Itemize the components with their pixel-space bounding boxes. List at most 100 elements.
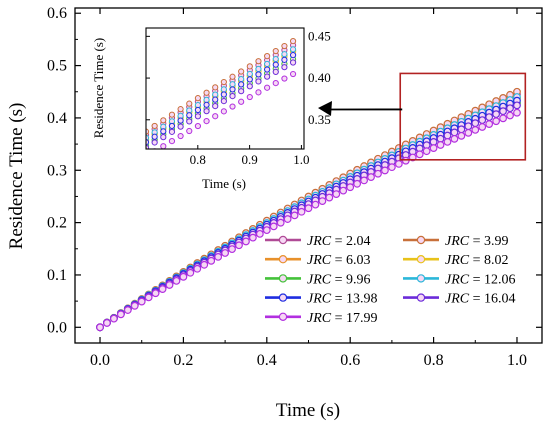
inset-data-point	[160, 117, 167, 124]
inset-axes: 0.8 0.9 1.0 0.35 0.40 0.45	[146, 28, 331, 167]
data-point	[471, 125, 480, 134]
data-point	[450, 134, 459, 143]
inset-data-point	[281, 42, 288, 50]
data-point	[394, 160, 403, 168]
inset-series-3.99	[146, 37, 297, 135]
inset-data-point	[289, 46, 297, 53]
inset-data-point	[272, 61, 279, 68]
x-axis-title: Time (s)	[276, 400, 340, 421]
legend-swatch-marker	[278, 255, 288, 264]
data-point	[172, 276, 181, 285]
data-point	[144, 293, 153, 302]
inset-data-point	[264, 60, 271, 68]
data-point	[103, 319, 111, 327]
main-plot: 0.0 0.2 0.4 0.6 0.8 1.0 0.0 0.1 0.2 0.3 0.4 0.5 0.6	[47, 5, 543, 369]
inset-data-point	[146, 139, 150, 146]
inset-series-16.04	[146, 59, 297, 149]
inset-y-tick-label: 0.45	[308, 28, 331, 43]
data-point	[381, 166, 389, 175]
data-point	[492, 117, 501, 126]
inset-data-point	[203, 89, 210, 96]
data-point	[151, 289, 160, 298]
data-point	[332, 190, 341, 198]
main-axes: 0.0 0.2 0.4 0.6 0.8 1.0 0.0 0.1 0.2 0.3 0.4 0.5 0.6	[47, 5, 542, 369]
inset-data-point	[289, 51, 297, 59]
inset-data-point	[168, 111, 176, 118]
legend-swatch-marker	[416, 235, 426, 245]
zoom-arrow-head	[318, 101, 332, 116]
inset-x-tick-label: 1.0	[293, 152, 309, 167]
legend-swatch-marker	[416, 293, 426, 302]
inset-y-tick-label: 0.40	[308, 70, 331, 85]
legend-label: JRC = 12.06	[445, 272, 516, 287]
data-point	[262, 226, 271, 235]
data-point	[165, 281, 174, 289]
data-point	[436, 134, 445, 143]
data-point	[346, 183, 355, 192]
data-point	[485, 113, 494, 122]
legend-item: JRC = 16.04	[403, 292, 516, 307]
inset-data-point	[229, 103, 236, 110]
inset-data-point	[220, 91, 227, 98]
legend-item: JRC = 12.06	[403, 272, 516, 287]
legend-swatch-marker	[278, 235, 288, 245]
legend-swatch-marker	[278, 274, 288, 283]
data-point	[123, 306, 132, 314]
data-point	[200, 260, 209, 269]
inset-data-point	[151, 122, 158, 130]
legend-label: JRC = 17.99	[307, 311, 378, 326]
legend-item: JRC = 8.02	[403, 253, 509, 268]
data-point	[339, 186, 348, 195]
inset-data-point	[289, 37, 297, 45]
inset-data-point	[255, 78, 262, 85]
inset-data-point	[212, 113, 219, 120]
legend: JRC = 2.04 JRC = 3.99 JRC = 6.03 JRC = 8.02…	[265, 234, 516, 326]
inset-data-point	[212, 103, 219, 110]
x-tick-label: 0.4	[257, 352, 277, 369]
data-point	[457, 125, 466, 134]
inset-data-point	[220, 98, 227, 105]
zoom-region-box	[399, 72, 527, 161]
inset-frame	[145, 27, 305, 150]
data-point	[422, 147, 431, 156]
inset-data-point	[264, 73, 271, 80]
legend-label: JRC = 2.04	[307, 234, 371, 249]
inset-data-point	[255, 71, 262, 78]
data-point	[485, 120, 494, 128]
data-point	[248, 233, 257, 242]
x-tick-label: 1.0	[507, 352, 527, 369]
inset-data-point	[246, 76, 253, 83]
inset-data-point	[146, 134, 150, 141]
inset-series-17.99	[152, 70, 297, 149]
data-point	[471, 119, 480, 128]
data-point	[464, 122, 473, 131]
inset-data-point	[160, 143, 167, 149]
data-point	[242, 237, 250, 246]
inset-data-point	[146, 144, 150, 149]
legend-item: JRC = 6.03	[265, 253, 371, 268]
inset-data-point	[203, 108, 210, 115]
data-point	[457, 131, 466, 140]
legend-label: JRC = 6.03	[307, 253, 371, 268]
data-point	[207, 256, 216, 265]
inset-data-point	[255, 89, 262, 96]
data-point	[290, 211, 299, 220]
inset-data-point	[220, 78, 227, 86]
legend-label: JRC = 16.04	[445, 292, 516, 307]
inset-data-point	[289, 70, 297, 78]
inset-data-point	[272, 47, 279, 55]
legend-swatch-marker	[278, 293, 288, 302]
inset-plot: 0.8 0.9 1.0 0.35 0.40 0.45 Time (s) Residence…	[91, 27, 331, 191]
inset-data-point	[203, 118, 210, 125]
inset-data-point	[229, 81, 236, 88]
y-tick-label: 0.2	[47, 215, 67, 232]
inset-data-point	[238, 81, 245, 88]
legend-label: JRC = 3.99	[445, 234, 509, 249]
data-point	[283, 215, 292, 223]
inset-y-axis-title: Residence Time (s)	[91, 38, 106, 138]
inset-data-point	[264, 66, 271, 73]
inset-data-point	[246, 63, 253, 70]
legend-item: JRC = 9.96	[265, 272, 371, 287]
inset-data-point	[151, 139, 158, 146]
